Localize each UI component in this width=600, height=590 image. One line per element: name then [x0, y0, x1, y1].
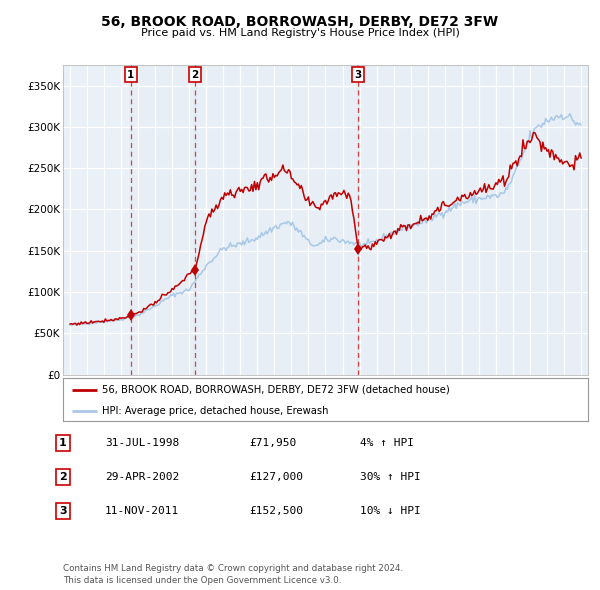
Text: 31-JUL-1998: 31-JUL-1998 [105, 438, 179, 448]
Bar [358, 65, 588, 375]
Text: £152,500: £152,500 [249, 506, 303, 516]
Text: 56, BROOK ROAD, BORROWASH, DERBY, DE72 3FW: 56, BROOK ROAD, BORROWASH, DERBY, DE72 3… [101, 15, 499, 29]
Text: 4% ↑ HPI: 4% ↑ HPI [360, 438, 414, 448]
Text: Price paid vs. HM Land Registry's House Price Index (HPI): Price paid vs. HM Land Registry's House … [140, 28, 460, 38]
Text: 2: 2 [59, 472, 67, 482]
Bar [131, 65, 195, 375]
Text: £71,950: £71,950 [249, 438, 296, 448]
Bar [63, 65, 131, 375]
Text: 3: 3 [355, 70, 362, 80]
Text: 2: 2 [191, 70, 199, 80]
Bar [195, 65, 358, 375]
Text: 1: 1 [127, 70, 134, 80]
Text: 29-APR-2002: 29-APR-2002 [105, 472, 179, 482]
Text: 30% ↑ HPI: 30% ↑ HPI [360, 472, 421, 482]
Text: 10% ↓ HPI: 10% ↓ HPI [360, 506, 421, 516]
Text: 3: 3 [59, 506, 67, 516]
Text: £127,000: £127,000 [249, 472, 303, 482]
Text: 11-NOV-2011: 11-NOV-2011 [105, 506, 179, 516]
Text: Contains HM Land Registry data © Crown copyright and database right 2024.
This d: Contains HM Land Registry data © Crown c… [63, 565, 403, 585]
Text: 1: 1 [59, 438, 67, 448]
Text: 56, BROOK ROAD, BORROWASH, DERBY, DE72 3FW (detached house): 56, BROOK ROAD, BORROWASH, DERBY, DE72 3… [103, 385, 450, 395]
Text: HPI: Average price, detached house, Erewash: HPI: Average price, detached house, Erew… [103, 406, 329, 416]
